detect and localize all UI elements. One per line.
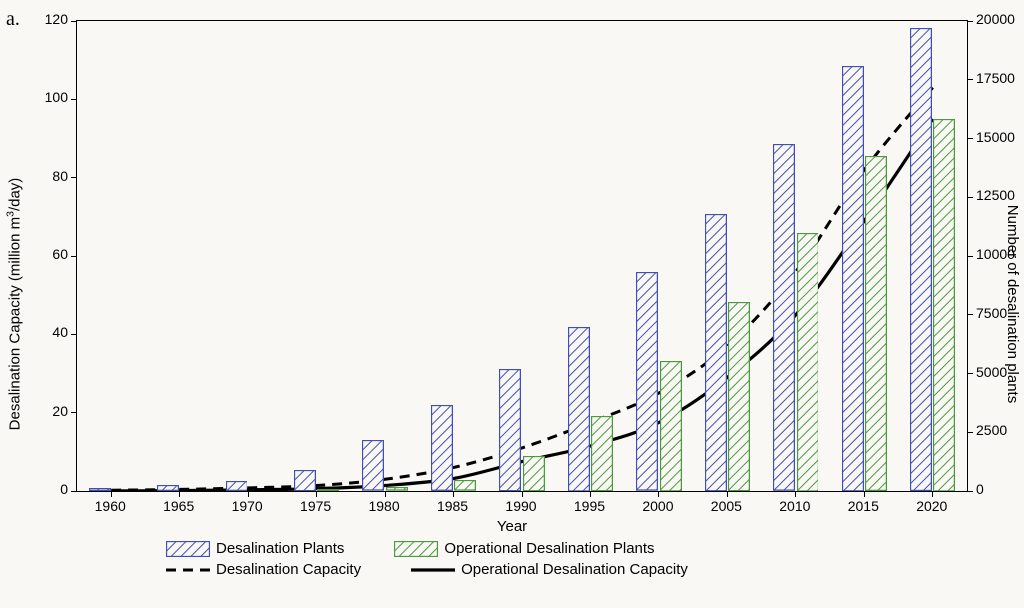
y-right-tick-label: 0 — [976, 481, 984, 497]
bar-desal-plants — [705, 214, 727, 491]
bar-desal-plants — [89, 488, 111, 491]
x-tick-label: 2010 — [775, 498, 815, 514]
legend-item: Desalination Plants — [166, 540, 344, 557]
legend-label: Operational Desalination Plants — [444, 540, 654, 557]
bar-desal-plants — [157, 485, 179, 491]
legend-item: Operational Desalination Capacity — [411, 561, 688, 578]
x-tick-label: 2015 — [843, 498, 883, 514]
y-right-tick-label: 5000 — [976, 364, 1007, 380]
bar-operational-plants — [317, 489, 339, 491]
x-tick-label: 1975 — [296, 498, 336, 514]
bar-operational-plants — [728, 302, 750, 491]
bar-desal-plants — [842, 66, 864, 491]
legend-item: Operational Desalination Plants — [394, 540, 654, 557]
bar-desal-plants — [568, 327, 590, 492]
line-layer — [77, 21, 967, 491]
legend-label: Desalination Capacity — [216, 561, 361, 578]
legend-line-icon — [411, 562, 455, 578]
bar-desal-plants — [226, 481, 248, 491]
bar-operational-plants — [865, 156, 887, 491]
bar-desal-plants — [431, 405, 453, 491]
x-tick-label: 1990 — [501, 498, 541, 514]
bar-desal-plants — [636, 272, 658, 491]
plot-area — [76, 20, 968, 492]
bar-operational-plants — [660, 361, 682, 491]
x-tick-label: 2000 — [638, 498, 678, 514]
y-right-tick-label: 17500 — [976, 70, 1015, 86]
y-left-tick-label: 0 — [60, 481, 68, 497]
bar-desal-plants — [773, 144, 795, 491]
y-left-tick-label: 60 — [52, 246, 68, 262]
x-tick-label: 1970 — [227, 498, 267, 514]
legend-label: Desalination Plants — [216, 540, 344, 557]
y-left-tick-label: 40 — [52, 324, 68, 340]
chart-root: a. Growth of Desalination Globally, 1960… — [0, 0, 1024, 608]
bar-desal-plants — [910, 28, 932, 491]
bar-operational-plants — [386, 487, 408, 491]
x-tick-label: 1985 — [433, 498, 473, 514]
bar-desal-plants — [294, 470, 316, 491]
y-left-tick-label: 80 — [52, 168, 68, 184]
bar-operational-plants — [249, 490, 271, 491]
legend-item: Desalination Capacity — [166, 561, 361, 578]
x-axis-label: Year — [0, 518, 1024, 535]
bar-operational-plants — [454, 480, 476, 491]
legend-swatch-icon — [166, 541, 210, 557]
x-tick-label: 1980 — [364, 498, 404, 514]
x-tick-label: 1965 — [159, 498, 199, 514]
y-left-tick-label: 120 — [45, 11, 68, 27]
y-right-tick-label: 12500 — [976, 187, 1015, 203]
x-tick-label: 2005 — [706, 498, 746, 514]
y-left-tick-label: 100 — [45, 89, 68, 105]
legend-line-icon — [166, 562, 210, 578]
y-right-tick-label: 10000 — [976, 246, 1015, 262]
y-right-tick-label: 2500 — [976, 422, 1007, 438]
y-right-tick-label: 15000 — [976, 129, 1015, 145]
bar-operational-plants — [933, 119, 955, 491]
y-right-tick-label: 20000 — [976, 11, 1015, 27]
bar-desal-plants — [499, 369, 521, 491]
bar-operational-plants — [591, 416, 613, 491]
x-tick-label: 1960 — [90, 498, 130, 514]
y-left-tick-label: 20 — [52, 403, 68, 419]
bar-operational-plants — [797, 233, 819, 492]
bar-desal-plants — [362, 440, 384, 491]
legend: Desalination Plants Operational Desalina… — [166, 540, 936, 582]
y-axis-left-label: Desalination Capacity (million m3/day) — [5, 178, 24, 431]
legend-swatch-icon — [394, 541, 438, 557]
bar-operational-plants — [523, 456, 545, 491]
legend-label: Operational Desalination Capacity — [461, 561, 688, 578]
x-tick-label: 1995 — [569, 498, 609, 514]
y-right-tick-label: 7500 — [976, 305, 1007, 321]
x-tick-label: 2020 — [912, 498, 952, 514]
